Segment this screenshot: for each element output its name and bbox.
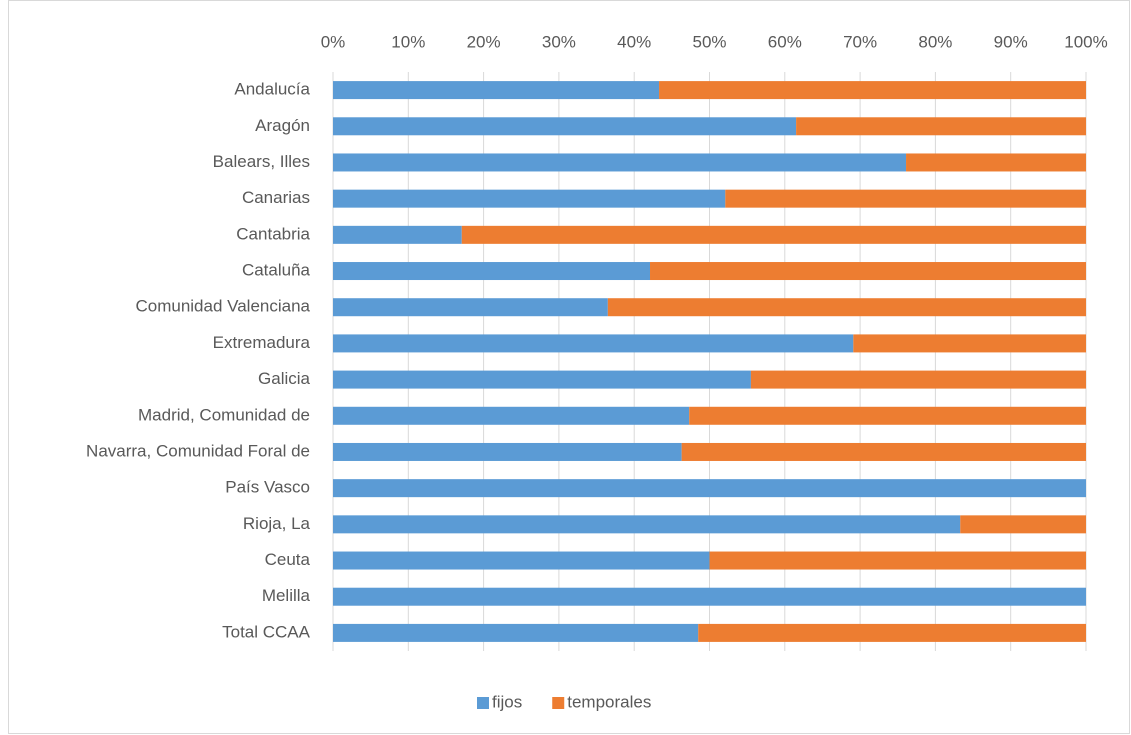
bar-segment bbox=[659, 81, 1086, 100]
y-tick-label: Cataluña bbox=[242, 261, 311, 280]
bar-segment bbox=[333, 442, 682, 461]
bar-segment bbox=[333, 225, 462, 244]
legend-swatch bbox=[552, 697, 565, 709]
x-tick-label: 60% bbox=[768, 32, 802, 51]
bar-segment bbox=[333, 515, 961, 534]
y-tick-label: Comunidad Valenciana bbox=[135, 297, 310, 316]
bar-segment bbox=[333, 153, 907, 172]
bar-segment bbox=[960, 515, 1086, 534]
y-tick-label: Extremadura bbox=[213, 333, 311, 352]
bar-segment bbox=[333, 587, 1086, 606]
bar-segment bbox=[750, 370, 1086, 389]
bar-segment bbox=[725, 189, 1086, 208]
x-tick-label: 40% bbox=[617, 32, 651, 51]
y-tick-label: Navarra, Comunidad Foral de bbox=[86, 441, 310, 460]
x-tick-label: 70% bbox=[843, 32, 877, 51]
legend-swatch bbox=[477, 697, 489, 709]
x-tick-label: 100% bbox=[1064, 32, 1107, 51]
bar-segment bbox=[650, 262, 1086, 281]
bar-segment bbox=[333, 334, 854, 353]
chart-frame bbox=[8, 0, 1130, 734]
bar-segment bbox=[333, 81, 660, 100]
y-tick-label: Aragón bbox=[255, 116, 310, 135]
bar-segment bbox=[689, 406, 1086, 425]
y-tick-label: Madrid, Comunidad de bbox=[138, 405, 310, 424]
y-tick-label: Balears, Illes bbox=[213, 152, 310, 171]
x-tick-label: 30% bbox=[542, 32, 576, 51]
bar-segment bbox=[607, 298, 1086, 317]
bar-segment bbox=[333, 298, 608, 317]
y-tick-label: Melilla bbox=[262, 586, 311, 605]
x-tick-label: 20% bbox=[467, 32, 501, 51]
bar-segment bbox=[853, 334, 1086, 353]
bar-segment bbox=[681, 442, 1086, 461]
y-tick-label: Ceuta bbox=[265, 550, 311, 569]
bar-segment bbox=[333, 551, 710, 570]
x-tick-label: 50% bbox=[692, 32, 726, 51]
bar-segment bbox=[333, 370, 751, 389]
legend-label: fijos bbox=[492, 692, 522, 711]
bar-segment bbox=[333, 479, 1086, 498]
bar-segment bbox=[333, 189, 726, 208]
bar-segment bbox=[698, 623, 1086, 642]
x-tick-label: 80% bbox=[918, 32, 952, 51]
bar-segment bbox=[333, 623, 699, 642]
x-tick-label: 0% bbox=[321, 32, 346, 51]
y-tick-label: Cantabria bbox=[236, 224, 310, 243]
y-tick-label: Canarias bbox=[242, 188, 310, 207]
bar-segment bbox=[333, 117, 797, 136]
y-tick-label: Andalucía bbox=[234, 80, 310, 99]
bar-segment bbox=[906, 153, 1086, 172]
legend-label: temporales bbox=[567, 692, 651, 711]
bar-segment bbox=[709, 551, 1086, 570]
y-tick-label: Galicia bbox=[258, 369, 311, 388]
x-tick-label: 10% bbox=[391, 32, 425, 51]
bar-segment bbox=[333, 406, 690, 425]
x-tick-label: 90% bbox=[994, 32, 1028, 51]
y-tick-label: Total CCAA bbox=[222, 622, 311, 641]
bar-segment bbox=[461, 225, 1086, 244]
bar-segment bbox=[796, 117, 1086, 136]
y-tick-label: País Vasco bbox=[225, 478, 310, 497]
bar-segment bbox=[333, 262, 651, 281]
y-tick-label: Rioja, La bbox=[243, 514, 311, 533]
